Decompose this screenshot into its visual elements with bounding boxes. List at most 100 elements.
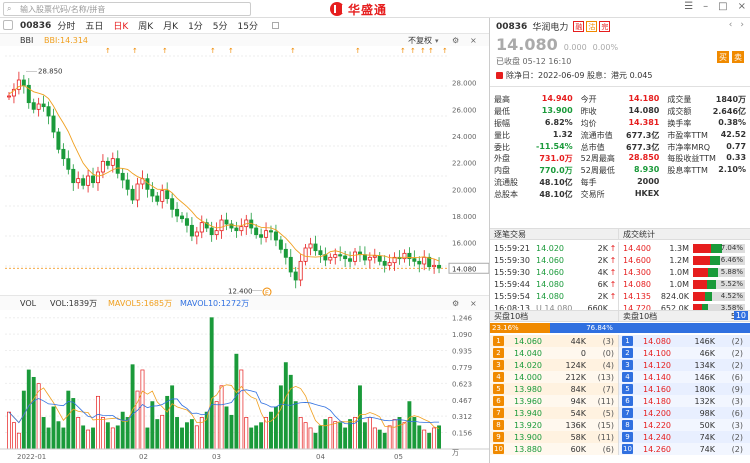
brand-name: 华盛通: [348, 2, 388, 17]
level-qty: 134K: [694, 360, 715, 370]
ask-row[interactable]: 4 14.140 146K (6): [619, 371, 750, 383]
level-price: 13.980: [514, 384, 542, 394]
bid-row[interactable]: 6 13.960 94K (11): [490, 395, 618, 407]
buy-button[interactable]: 买: [717, 51, 729, 63]
candle: [338, 254, 343, 257]
bid-row[interactable]: 3 14.020 124K (4): [490, 359, 618, 371]
search-input[interactable]: 输入股票代码/名称/拼音: [20, 5, 106, 14]
chart-settings-icon[interactable]: [271, 22, 279, 29]
last-price-value: 14.080: [452, 265, 477, 273]
ask-pct: 76.84%: [586, 324, 613, 332]
back-icon[interactable]: ‹: [728, 20, 733, 30]
candle: [402, 252, 407, 260]
candle: [214, 230, 219, 236]
search-box[interactable]: ⌕ 输入股票代码/名称/拼音: [3, 2, 251, 16]
bid-row[interactable]: 8 13.920 136K (15): [490, 419, 618, 431]
sell-button[interactable]: 卖: [732, 51, 744, 63]
tab-1[interactable]: 五日: [85, 22, 104, 32]
stats-row: 内盘 770.0万 52周最低 8.930 股息率TTM 2.10%: [490, 165, 750, 177]
x-tick-label: 05: [394, 453, 403, 461]
badge-0: 融: [573, 21, 585, 32]
tab-3[interactable]: 周K: [138, 22, 154, 32]
bid-row[interactable]: 7 13.940 54K (5): [490, 407, 618, 419]
stat-value: 48.10亿: [539, 177, 573, 187]
bid-row[interactable]: 2 14.040 0 (0): [490, 347, 618, 359]
candle: [194, 231, 199, 237]
volume-bar: [66, 390, 71, 450]
level-price: 14.040: [514, 348, 542, 358]
level-number: 8: [622, 420, 633, 430]
vol-unit: 万: [452, 449, 459, 457]
ask-row[interactable]: 5 14.160 180K (9): [619, 383, 750, 395]
ask-row[interactable]: 3 14.120 134K (2): [619, 359, 750, 371]
forward-icon[interactable]: ›: [740, 20, 744, 30]
maximize-icon[interactable]: □: [718, 1, 728, 12]
bid-row[interactable]: 4 14.000 212K (13): [490, 371, 618, 383]
vol-stat-pct: 5.88%: [720, 267, 743, 276]
tab-2[interactable]: 日K: [113, 22, 129, 32]
vol-stat-volume: 1.2M: [669, 255, 689, 265]
candle: [308, 243, 313, 249]
level-count: (3): [731, 420, 743, 430]
ask-row[interactable]: 9 14.240 74K (2): [619, 431, 750, 443]
ask-row[interactable]: 8 14.220 50K (3): [619, 419, 750, 431]
x-tick-label: 04: [316, 453, 325, 461]
stat-label: 均价: [580, 118, 597, 128]
tab-4[interactable]: 月K: [163, 22, 179, 32]
level-count: (11): [597, 396, 614, 406]
ask-row[interactable]: 10 14.260 74K (2): [619, 443, 750, 455]
bid-row[interactable]: 9 13.900 58K (11): [490, 431, 618, 443]
level-count: (2): [731, 444, 743, 454]
depth-5-toggle[interactable]: 5: [731, 312, 736, 321]
up-arrow-icon: ↑: [609, 267, 617, 277]
ask-row[interactable]: 6 14.180 132K (3): [619, 395, 750, 407]
menu-icon[interactable]: ☰: [684, 1, 694, 12]
vol-stats-list: 14.400 1.3M 7.04% 14.600 1.2M 6.46% 14.300 1.0M…: [618, 242, 750, 314]
candle: [372, 255, 377, 258]
volume-bar: [283, 362, 288, 450]
bid-row[interactable]: 5 13.980 84K (7): [490, 383, 618, 395]
chart-area[interactable]: BBI BBI:14.314 不复权 ▾ ⚙ ×↑ ↑ ↑ ↑ ↑ ↑ ↑ ↑ ↑ ↑ ↑ ↑28.00026.…: [0, 34, 490, 463]
level-count: (2): [731, 360, 743, 370]
tab-5[interactable]: 1分: [188, 22, 203, 32]
ma10-value: MAVOL10:1272万: [180, 299, 249, 308]
close-icon[interactable]: ×: [737, 1, 746, 12]
depth-10-toggle[interactable]: 10: [733, 311, 748, 320]
volume-bar: [125, 417, 130, 450]
sidebar-toggle-icon[interactable]: [3, 20, 13, 30]
level-number: 4: [493, 372, 504, 382]
volume-bar: [31, 376, 36, 450]
minimize-icon[interactable]: –: [703, 1, 709, 12]
vol-stat-volume: 1.0M: [669, 267, 689, 277]
bid-list: 1 14.060 44K (3) 2 14.040 0 (0) 3 14.020 124K (4) 4 1…: [490, 335, 618, 455]
settings-icon: ⚙: [452, 36, 459, 45]
candle: [219, 219, 224, 232]
stat-label: 股息率TTM: [667, 166, 708, 176]
tick-price: 14.060: [536, 267, 564, 277]
ask-row[interactable]: 2 14.100 46K (2): [619, 347, 750, 359]
bid-row[interactable]: 1 14.060 44K (3): [490, 335, 618, 347]
volume-bar: [185, 422, 189, 450]
candle: [170, 198, 175, 210]
tab-0[interactable]: 分时: [57, 22, 76, 32]
volume-bar: [244, 417, 249, 450]
level-qty: 180K: [694, 384, 715, 394]
ask-row[interactable]: 1 14.080 146K (2): [619, 335, 750, 347]
quote-panel: 00836 华润电力 融沽完 ‹ › 14.080 0.000 0.00% 买 …: [490, 18, 750, 463]
bid-row[interactable]: 10 13.880 60K (6): [490, 443, 618, 455]
event-marker: ↑: [290, 47, 296, 55]
stat-label: 量比: [494, 130, 510, 140]
level-qty: 84K: [570, 384, 586, 394]
candle: [293, 271, 298, 281]
stat-label: 流通市值: [580, 130, 613, 140]
candle: [95, 171, 100, 184]
ask-row[interactable]: 7 14.200 98K (6): [619, 407, 750, 419]
tick-time: 15:59:21: [494, 243, 530, 253]
candle: [343, 255, 348, 260]
level-count: (11): [597, 432, 614, 442]
level-price: 14.020: [514, 360, 542, 370]
change: 0.000: [563, 43, 587, 52]
level-count: (15): [597, 420, 614, 430]
tab-7[interactable]: 15分: [237, 22, 258, 32]
tab-6[interactable]: 5分: [212, 22, 228, 32]
